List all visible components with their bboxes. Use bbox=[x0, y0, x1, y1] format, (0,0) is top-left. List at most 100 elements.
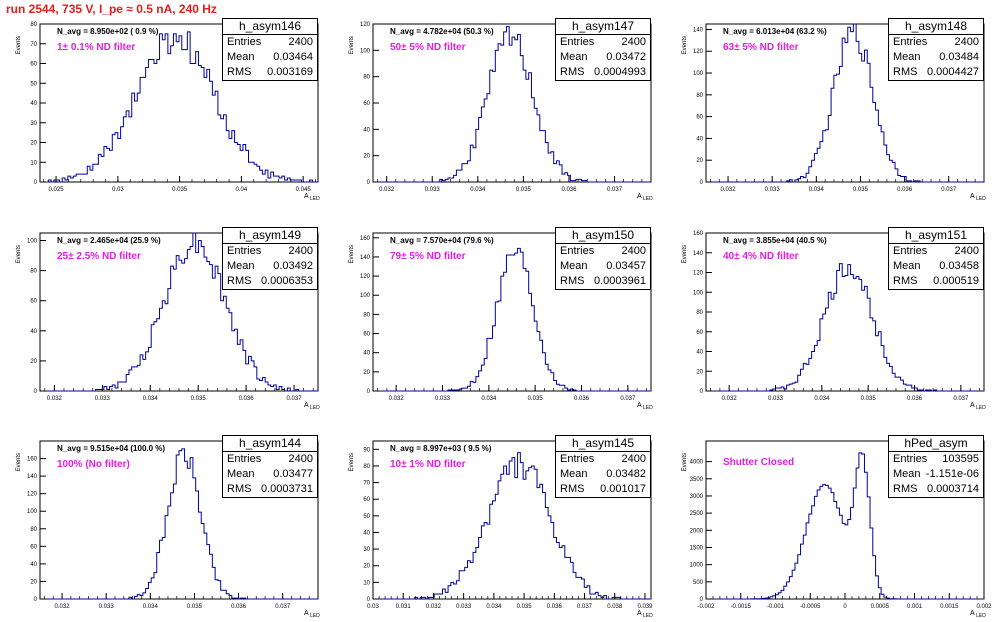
y-tick-label: 140 bbox=[693, 251, 704, 257]
n-avg-label: N_avg = 3.855e+04 (40.5 %) bbox=[723, 236, 827, 245]
x-axis-label: A bbox=[637, 193, 642, 200]
y-tick-label: 30 bbox=[30, 121, 37, 127]
x-tick-label: 0.033 bbox=[435, 396, 451, 402]
y-tick-label: 0 bbox=[34, 597, 38, 603]
plot-frame bbox=[39, 440, 319, 600]
x-tick-label: 0.037 bbox=[607, 187, 623, 193]
x-axis-label-sub: LED bbox=[976, 405, 986, 411]
x-tick-label: 0.036 bbox=[547, 604, 563, 610]
x-tick-label: 0.036 bbox=[231, 604, 247, 610]
y-tick-label: 60 bbox=[363, 101, 370, 107]
stats-box-h_asym148: h_asym148 Entries 2400 Mean 0.03484 RMS 0.0004… bbox=[888, 18, 984, 81]
x-tick-label: 0.033 bbox=[768, 396, 784, 402]
y-tick-label: 1000 bbox=[690, 563, 704, 569]
stats-entries-label: Entries bbox=[560, 36, 595, 48]
x-tick-label: 0.036 bbox=[561, 187, 577, 193]
y-tick-label: 60 bbox=[696, 330, 703, 336]
y-tick-label: 0 bbox=[700, 597, 704, 603]
n-avg-label: N_avg = 8.997e+03 ( 9.5 %) bbox=[390, 444, 492, 453]
x-tick-label: 0.035 bbox=[172, 187, 188, 193]
y-axis-label: Events bbox=[16, 245, 22, 263]
y-tick-label: 20 bbox=[363, 370, 370, 376]
x-tick-label: 0.037 bbox=[953, 396, 969, 402]
n-avg-label: N_avg = 4.782e+04 (50.3 %) bbox=[390, 27, 494, 36]
histogram-series-h_asym151 bbox=[706, 263, 984, 392]
x-tick-label: 0.038 bbox=[607, 604, 623, 610]
x-tick-label: 0.031 bbox=[396, 604, 412, 610]
stats-mean-value: 0.03457 bbox=[606, 260, 646, 272]
x-axis-label-sub: LED bbox=[310, 196, 320, 202]
stats-entries-value: 2400 bbox=[288, 245, 313, 257]
stats-rms-value: 0.0004427 bbox=[927, 66, 979, 78]
y-tick-label: 140 bbox=[360, 255, 371, 261]
x-tick-label: 0.039 bbox=[637, 604, 653, 610]
filter-label: 100% (No filter) bbox=[57, 459, 130, 470]
histogram-panel-h_asym148: 0.032 0.033 0.034 0.035 0.036 0.037 0 20 40 60 80 1… bbox=[682, 23, 986, 202]
histogram-series-h_asym150 bbox=[373, 247, 651, 392]
stats-mean-value: 0.03458 bbox=[939, 260, 979, 272]
x-tick-label: 0.04 bbox=[236, 187, 248, 193]
x-axis-label: A bbox=[637, 402, 642, 409]
stats-entries-value: 2400 bbox=[288, 36, 313, 48]
y-tick-label: 120 bbox=[360, 274, 371, 280]
stats-mean-value: 0.03492 bbox=[273, 260, 313, 272]
stats-box-h_asym151: h_asym151 Entries 2400 Mean 0.03458 RMS 0.0005… bbox=[888, 227, 984, 290]
y-tick-label: 3500 bbox=[690, 477, 704, 483]
histogram-panel-h_asym145: 0.03 0.031 0.032 0.033 0.034 0.035 0.036 0.037 0… bbox=[349, 440, 653, 619]
y-tick-label: 120 bbox=[360, 22, 371, 28]
filter-label: 40± 4% ND filter bbox=[723, 251, 799, 262]
x-tick-label: 0.034 bbox=[143, 604, 159, 610]
y-tick-label: 40 bbox=[363, 351, 370, 357]
stats-rms-value: 0.0004993 bbox=[594, 66, 646, 78]
stats-mean-label: Mean bbox=[893, 468, 921, 480]
y-tick-label: 20 bbox=[30, 359, 37, 365]
n-avg-label: N_avg = 6.013e+04 (63.2 %) bbox=[723, 27, 827, 36]
y-tick-label: 20 bbox=[30, 141, 37, 147]
stats-mean-label: Mean bbox=[893, 260, 921, 272]
stats-entries-label: Entries bbox=[227, 36, 262, 48]
y-axis-label: Events bbox=[682, 453, 688, 471]
filter-label: 63± 5% ND filter bbox=[723, 42, 799, 53]
x-tick-label: 0 bbox=[843, 604, 847, 610]
stats-mean-label: Mean bbox=[560, 468, 588, 480]
histogram-panel-h_asym150: 0.032 0.033 0.034 0.035 0.036 0.037 0 20 40 60 80 1… bbox=[349, 232, 653, 411]
stats-entries-label: Entries bbox=[893, 36, 928, 48]
y-tick-label: 100 bbox=[27, 239, 38, 245]
y-tick-label: 160 bbox=[27, 457, 38, 463]
y-tick-label: 1500 bbox=[690, 545, 704, 551]
stats-mean-label: Mean bbox=[227, 468, 255, 480]
x-tick-label: 0.037 bbox=[577, 604, 593, 610]
y-tick-label: 0 bbox=[34, 389, 38, 395]
y-tick-label: 20 bbox=[363, 564, 370, 570]
x-tick-label: 0.033 bbox=[456, 604, 472, 610]
stats-box-title: h_asym144 bbox=[223, 436, 317, 452]
stats-mean-value: 0.03464 bbox=[273, 51, 313, 63]
stats-mean-value: -1.151e-06 bbox=[925, 468, 979, 480]
y-tick-label: 30 bbox=[363, 547, 370, 553]
stats-rms-value: 0.000519 bbox=[933, 275, 979, 287]
y-tick-label: 50 bbox=[363, 514, 370, 520]
histogram-panel-h_asym146: 0.025 0.03 0.035 0.04 0.045 0 10 20 30 40 50 60 70 80… bbox=[16, 22, 320, 202]
x-tick-label: 0.032 bbox=[722, 396, 738, 402]
y-tick-label: 40 bbox=[30, 329, 37, 335]
y-tick-label: 20 bbox=[30, 579, 37, 585]
x-tick-label: -0.0015 bbox=[731, 604, 752, 610]
y-tick-label: 160 bbox=[693, 231, 704, 237]
x-tick-label: 0.034 bbox=[486, 604, 502, 610]
x-tick-label: 0.03 bbox=[112, 187, 124, 193]
y-tick-label: 80 bbox=[363, 464, 370, 470]
filter-label: Shutter Closed bbox=[723, 457, 795, 468]
y-tick-label: 100 bbox=[360, 293, 371, 299]
histogram-panel-h_asym147: 0.032 0.033 0.034 0.035 0.036 0.037 0 20 40 60 80 1… bbox=[349, 22, 653, 202]
y-tick-label: 80 bbox=[363, 312, 370, 318]
y-tick-label: 40 bbox=[363, 530, 370, 536]
stats-entries-label: Entries bbox=[227, 453, 262, 465]
x-tick-label: 0.035 bbox=[516, 187, 532, 193]
x-tick-label: 0.037 bbox=[275, 604, 291, 610]
stats-mean-label: Mean bbox=[893, 51, 921, 63]
stats-rms-label: RMS bbox=[227, 275, 252, 287]
n-avg-label: N_avg = 9.515e+04 (100.0 %) bbox=[57, 444, 166, 453]
histogram-series-h_asym147 bbox=[373, 26, 651, 183]
stats-entries-value: 2400 bbox=[954, 245, 979, 257]
stats-rms-value: 0.001017 bbox=[600, 483, 646, 495]
